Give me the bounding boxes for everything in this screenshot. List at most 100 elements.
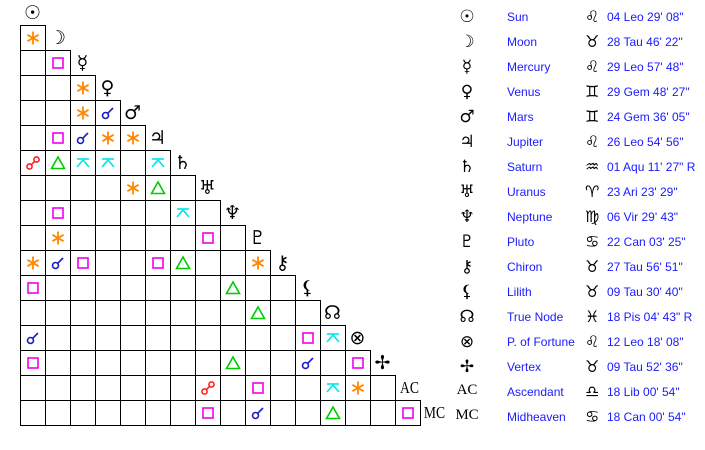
aspect-cell [20,225,46,251]
moon-icon: ☽ [48,26,67,49]
planet-name: Venus [507,85,541,99]
part-of-fortune-icon: ⊗ [349,326,366,349]
aspect-cell [45,200,71,226]
pluto-icon: ♇ [459,232,475,252]
part-of-fortune-icon: ⊗ [459,332,475,352]
aspect-cell [245,400,271,426]
trine-icon [248,303,268,323]
aspect-cell [170,250,196,276]
aspect-cell [395,400,421,426]
aspect-cell [70,200,96,226]
vertex-icon: ✢ [374,351,391,374]
legend-row: ♆ Neptune ♍ 06 Vir 29' 43" [455,205,705,230]
aspect-cell [145,275,171,301]
opposition-icon [198,378,218,398]
jupiter-icon: ♃ [148,126,167,149]
legend-row: MC Midheaven ♋ 18 Can 00' 54" [455,405,705,430]
aspect-cell [20,200,46,226]
planet-name: Uranus [507,185,546,199]
aspect-cell [20,275,46,301]
quincunx-icon [323,328,343,348]
aspect-cell [170,350,196,376]
planet-position: 24 Gem 36' 05" [607,110,690,124]
aspect-cell [245,350,271,376]
aspect-cell [245,275,271,301]
planet-name: True Node [507,310,564,324]
aspect-cell [220,350,246,376]
aspect-cell [345,350,371,376]
venus-icon: ♀ [100,76,115,99]
aspect-cell [120,200,146,226]
aspect-cell [220,225,246,251]
leo-icon: ♌ [585,332,600,351]
aspect-cell [70,350,96,376]
aspect-cell [120,125,146,151]
aspect-cell [170,400,196,426]
aspect-cell [20,75,46,101]
cancer-icon: ♋ [585,232,600,251]
neptune-icon: ♆ [459,207,475,227]
square-icon [198,228,218,248]
aspect-cell [145,375,171,401]
aspect-cell [45,250,71,276]
aspect-cell [220,375,246,401]
aspect-cell [70,100,96,126]
uranus-icon: ♅ [459,182,475,202]
quincunx-icon [73,153,93,173]
aspect-cell [345,400,371,426]
planet-name: Ascendant [507,385,564,399]
aspect-cell [95,325,121,351]
planet-name: Neptune [507,210,553,224]
uranus-icon: ♅ [198,176,217,199]
sextile-icon [348,378,368,398]
planet-name: Lilith [507,285,532,299]
leo-icon: ♌ [585,57,600,76]
aspect-cell [45,300,71,326]
aspect-cell [45,225,71,251]
aspect-cell [95,250,121,276]
taurus-icon: ♉ [585,357,600,376]
aspect-cell [145,400,171,426]
aspect-cell [95,225,121,251]
aspect-cell [70,275,96,301]
planet-name: Jupiter [507,135,544,149]
aspect-cell [45,125,71,151]
legend-row: ⚸ Lilith ♉ 09 Tau 30' 40" [455,280,705,305]
taurus-icon: ♉ [585,257,600,276]
legend-row: ♃ Jupiter ♌ 26 Leo 54' 56" [455,130,705,155]
planet-position: 09 Tau 30' 40" [607,285,683,299]
square-icon [48,128,68,148]
sextile-icon [23,253,43,273]
aspect-cell [120,175,146,201]
square-icon [23,278,43,298]
aspect-cell [220,250,246,276]
aspect-cell [370,400,396,426]
aspect-cell [195,300,221,326]
square-icon [23,353,43,373]
aspect-cell [245,325,271,351]
square-icon [398,403,418,423]
venus-icon: ♀ [460,82,474,102]
aspect-cell [70,150,96,176]
aspect-cell [295,300,321,326]
square-icon [198,403,218,423]
cancer-icon: ♋ [585,407,600,426]
legend-row: AC Ascendant ♎ 18 Lib 00' 54" [455,380,705,405]
planet-position: 06 Vir 29' 43" [607,210,679,224]
aspect-cell [120,150,146,176]
aspect-cell [20,150,46,176]
legend-row: ✢ Vertex ♉ 09 Tau 52' 36" [455,355,705,380]
aspect-cell [20,50,46,76]
aspect-cell [145,250,171,276]
aspect-cell [145,225,171,251]
aspect-cell [145,350,171,376]
legend-row: ♀ Venus ♊ 29 Gem 48' 27" [455,80,705,105]
aspect-cell [95,275,121,301]
chiron-icon: ⚷ [460,257,474,277]
taurus-icon: ♉ [585,282,600,301]
aspect-cell [20,25,46,51]
trine-icon [48,153,68,173]
aspect-cell [320,325,346,351]
aspect-cell [95,350,121,376]
sextile-icon [98,128,118,148]
